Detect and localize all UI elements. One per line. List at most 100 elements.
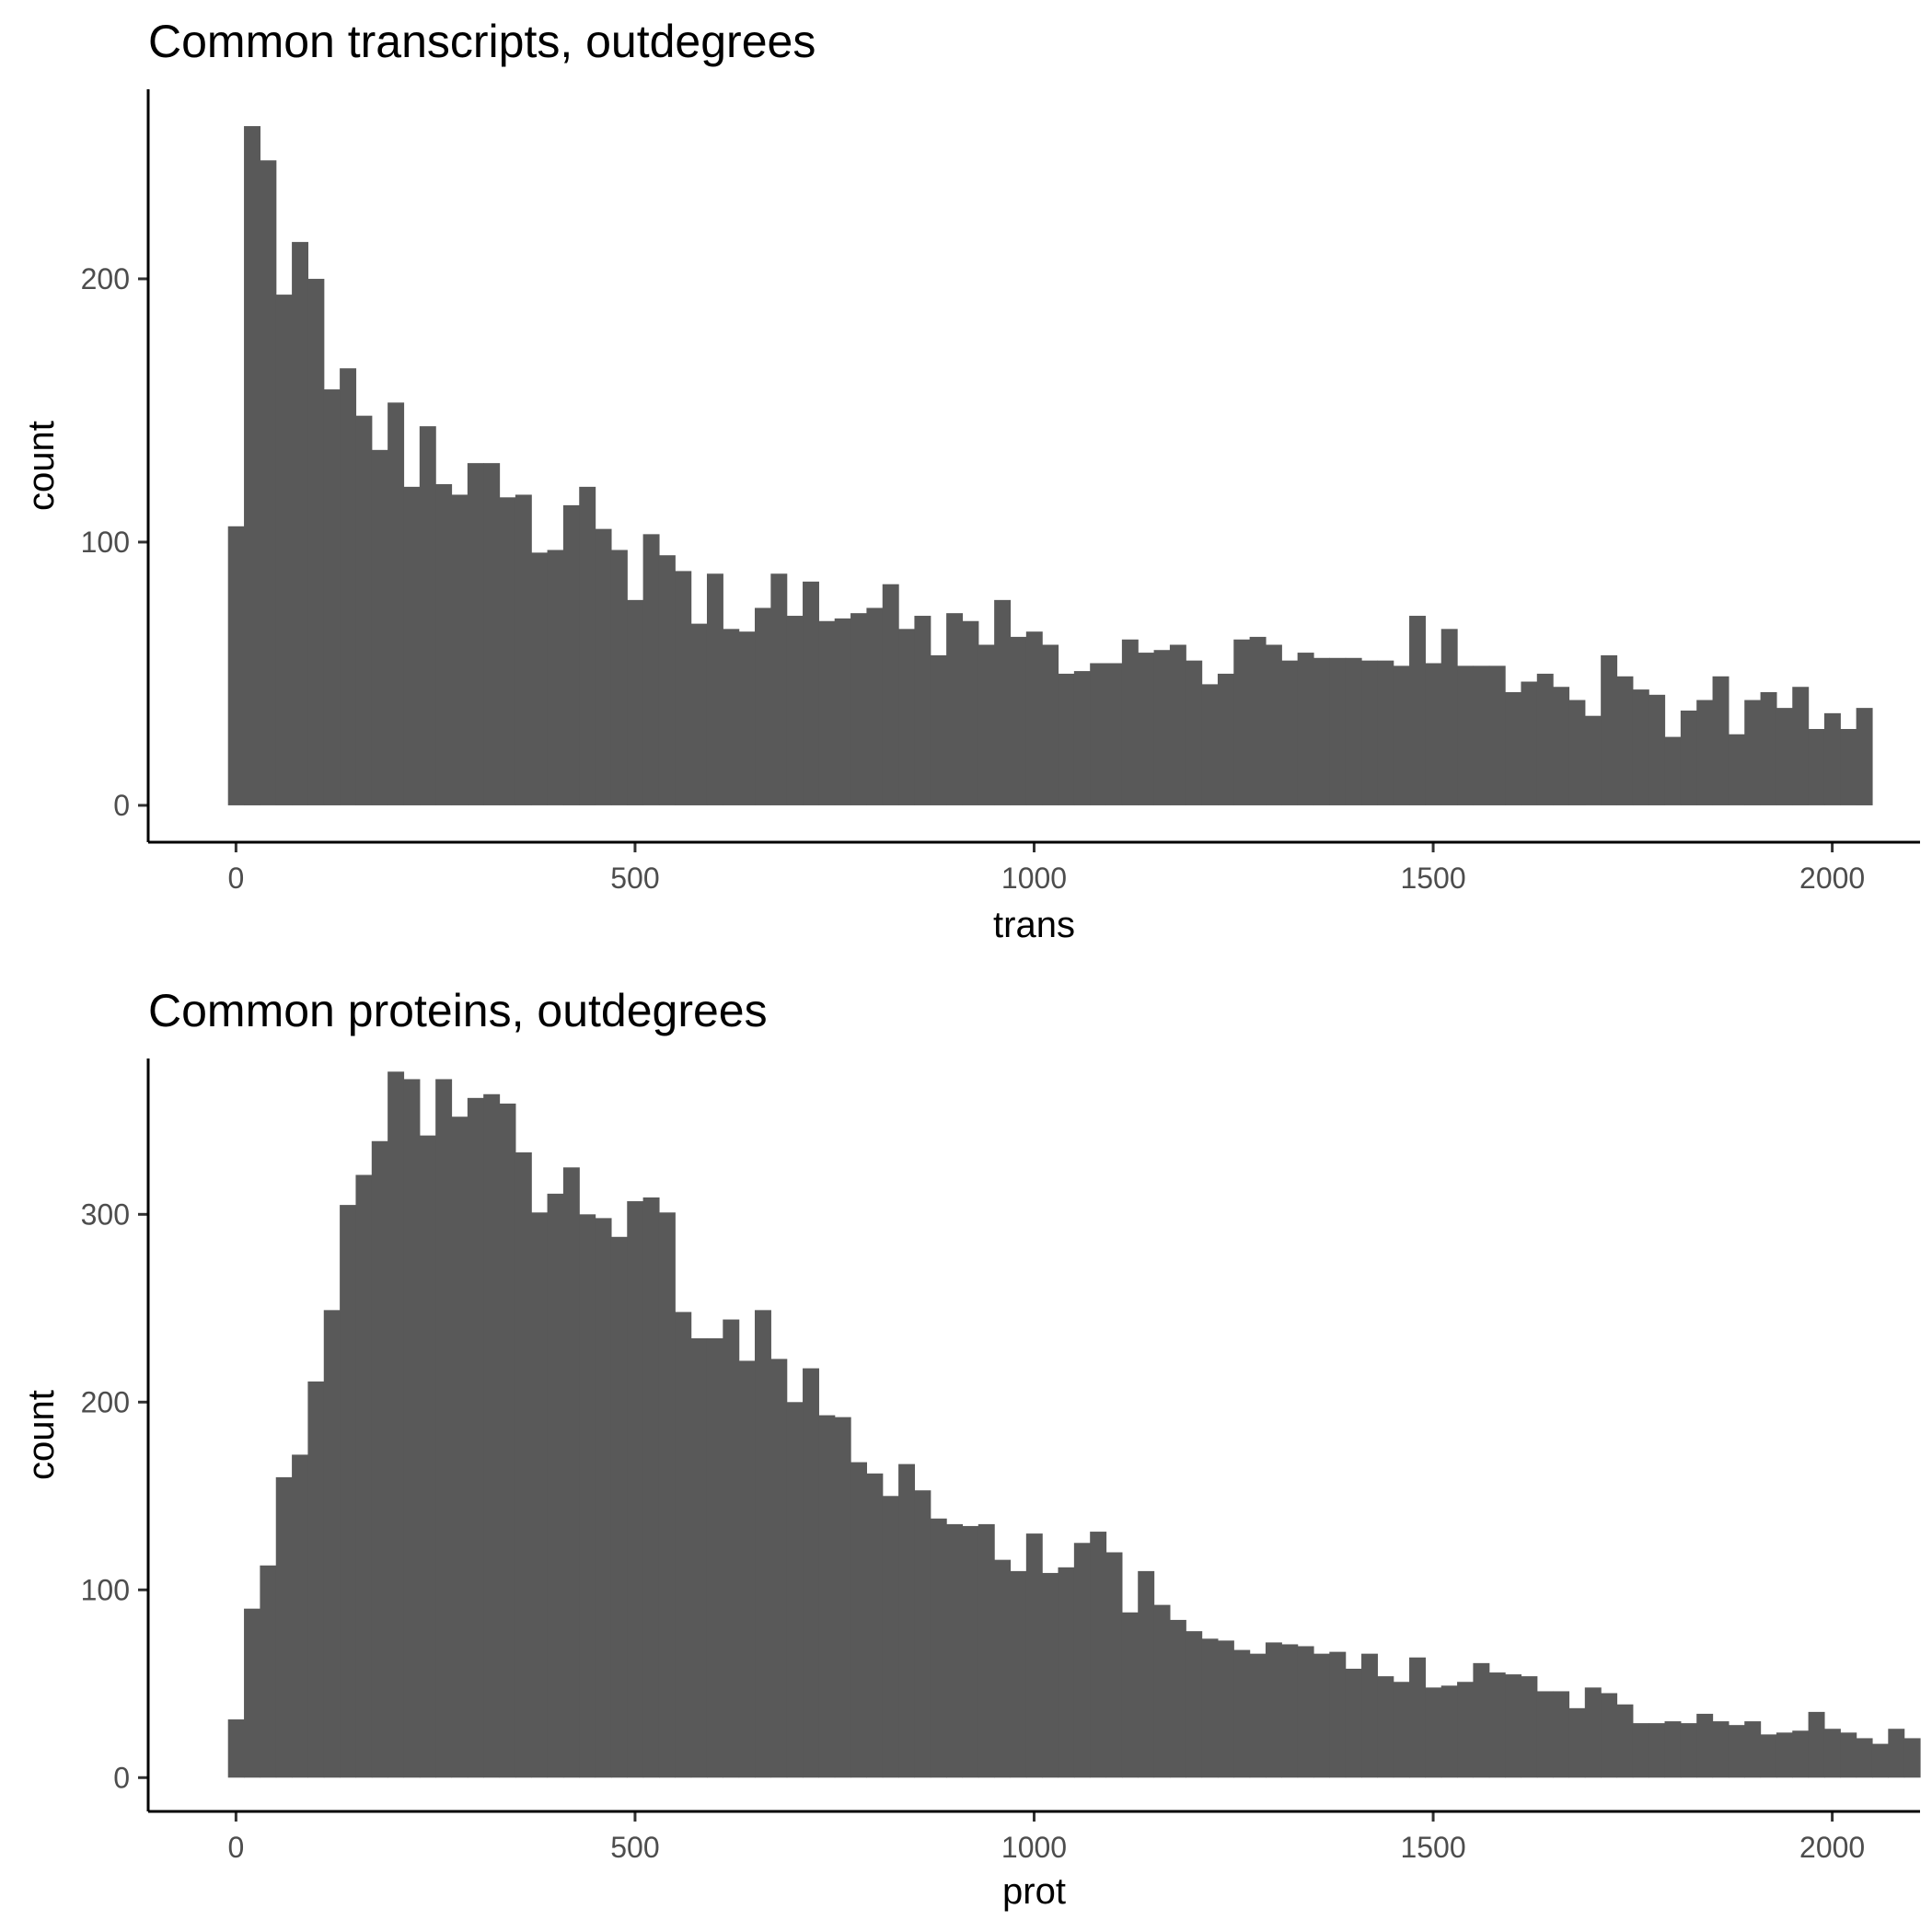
histogram-bar	[962, 620, 979, 805]
histogram-bar	[834, 1417, 851, 1778]
histogram-bar	[866, 1473, 884, 1778]
histogram-bar	[1377, 660, 1394, 805]
histogram-bar	[292, 241, 309, 805]
histogram-bar	[1201, 684, 1219, 805]
histogram-bar	[1696, 1713, 1714, 1778]
histogram-bar	[451, 494, 469, 805]
histogram-bar	[1712, 676, 1730, 805]
x-tick-label: 0	[227, 1831, 244, 1864]
histogram-bar	[1345, 657, 1362, 805]
histogram-bar	[1664, 1721, 1682, 1778]
histogram-bar	[388, 1071, 405, 1778]
histogram-bar	[579, 1214, 596, 1778]
histogram-bar	[435, 484, 453, 805]
histogram-bar	[1728, 734, 1745, 805]
histogram-bar	[1808, 729, 1825, 805]
histogram-bar	[962, 1525, 979, 1778]
histogram-bar	[994, 1559, 1012, 1778]
histogram-bar	[1090, 663, 1107, 805]
histogram-bar	[930, 1518, 947, 1778]
x-tick-label: 500	[610, 1831, 659, 1864]
histogram-bar	[818, 1415, 836, 1778]
histogram-bar	[770, 573, 788, 805]
histogram-bar	[978, 644, 995, 805]
histogram-bar	[340, 368, 357, 805]
histogram-bar	[658, 555, 676, 805]
histogram-bar	[323, 1310, 341, 1778]
histogram-bar	[547, 550, 564, 805]
histogram-bar	[1058, 1567, 1075, 1778]
histogram-bar	[1744, 1721, 1762, 1778]
histogram-bar	[723, 629, 740, 805]
histogram-bar	[1265, 644, 1282, 805]
histogram-bar	[1281, 1644, 1299, 1778]
histogram-bar	[738, 631, 756, 805]
histogram-bar	[340, 1205, 357, 1778]
chart-panel-transcripts: Common transcripts, outdegrees 0 500 1000 1…	[21, 16, 1920, 945]
chart-panel-proteins: Common proteins, outdegrees 0 500 1000 1500…	[21, 985, 1921, 1912]
x-axis-title: prot	[1002, 1871, 1066, 1912]
histogram-bar	[1808, 1711, 1825, 1778]
histogram-bar	[770, 1359, 788, 1778]
chart-title: Common transcripts, outdegrees	[148, 16, 816, 67]
y-axis-title: count	[21, 1390, 62, 1480]
histogram-bar	[1409, 1657, 1426, 1778]
histogram-bar	[1760, 1734, 1777, 1778]
histogram-bar	[403, 486, 421, 805]
histogram-bar	[1792, 1730, 1810, 1778]
histogram-bar	[1505, 691, 1522, 805]
histogram-bar	[850, 613, 867, 805]
histogram-bar	[355, 415, 373, 805]
histogram-bar	[1473, 665, 1490, 805]
histogram-bar	[706, 573, 723, 805]
histogram-bar	[898, 629, 916, 805]
histogram-bar	[1169, 1619, 1186, 1778]
histogram-bar	[658, 1212, 676, 1778]
histogram-bar	[515, 1152, 532, 1778]
x-tick-label: 1500	[1400, 862, 1465, 895]
histogram-bar	[1568, 1707, 1586, 1778]
histogram-bar	[1138, 653, 1155, 805]
histogram-bar	[1568, 700, 1586, 805]
histogram-bar	[547, 1193, 564, 1778]
histogram-bar	[1313, 657, 1330, 805]
histogram-bar	[1377, 1676, 1394, 1778]
histogram-bar	[1584, 715, 1602, 805]
histogram-bar	[1871, 1743, 1889, 1778]
histogram-bar	[1760, 691, 1777, 805]
histogram-bar	[244, 1608, 260, 1778]
histogram-bar	[292, 1454, 309, 1778]
histogram-bar	[1265, 1642, 1282, 1778]
histogram-bar	[642, 534, 660, 805]
histogram-bar	[579, 486, 596, 805]
chart-title: Common proteins, outdegrees	[148, 985, 768, 1036]
histogram-bar	[483, 463, 501, 805]
histogram-bar	[1042, 644, 1059, 805]
histogram-bar	[1856, 1738, 1873, 1778]
histogram-bar	[1217, 1640, 1234, 1778]
x-tick-label: 1000	[1001, 1831, 1067, 1864]
histogram-bar	[1425, 1687, 1442, 1778]
y-tick-label: 200	[81, 262, 130, 295]
histogram-bar	[1553, 687, 1570, 805]
histogram-bar	[483, 1093, 501, 1778]
histogram-bar	[1345, 1668, 1362, 1778]
histogram-bar	[1744, 700, 1762, 805]
histogram-bar	[419, 426, 436, 805]
histogram-bar	[227, 526, 245, 805]
histogram-bar	[1073, 671, 1091, 805]
histogram-bar	[403, 1079, 421, 1778]
histogram-bar	[1776, 708, 1793, 805]
histogram-bar	[1249, 636, 1267, 805]
histogram-bar	[1281, 660, 1299, 805]
histogram-bar	[1505, 1674, 1522, 1778]
histogram-bar	[435, 1079, 453, 1778]
histogram-bar	[1329, 1651, 1347, 1778]
histogram-bar	[1664, 736, 1682, 805]
x-tick-label: 2000	[1799, 862, 1865, 895]
histogram-bar	[1840, 729, 1857, 805]
histogram-bar	[755, 607, 771, 805]
axis-ticks: 0 500 1000 1500 2000 0 100 200 300	[81, 1197, 1866, 1864]
histogram-bar	[610, 1236, 628, 1778]
histogram-bar	[803, 581, 819, 805]
